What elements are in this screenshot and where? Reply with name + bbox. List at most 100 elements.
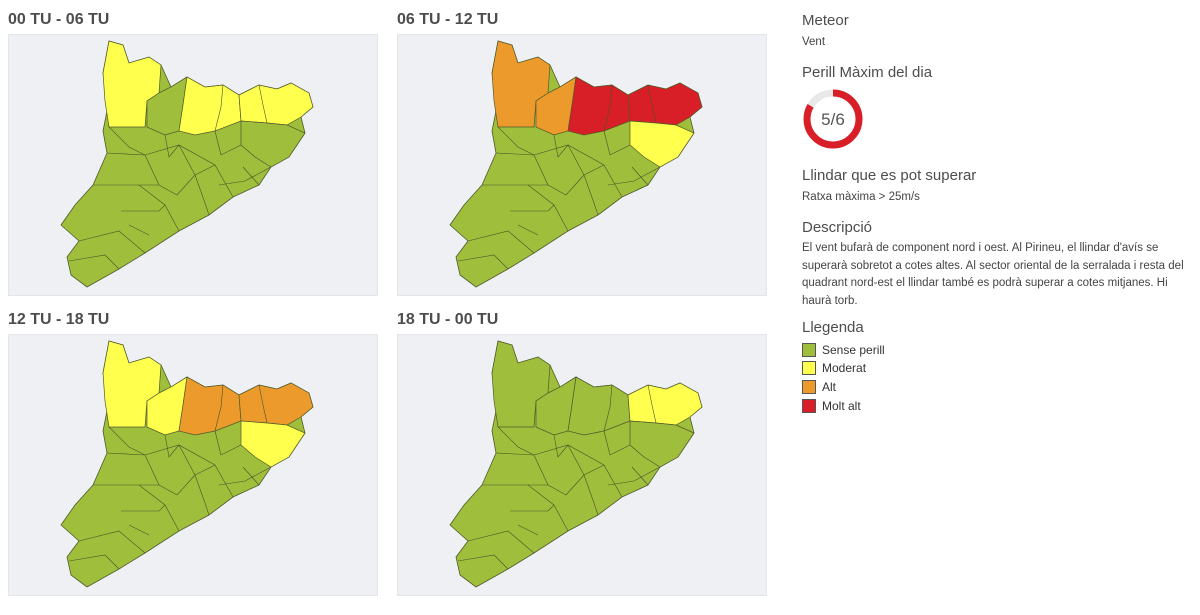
comarca-border xyxy=(517,524,539,536)
legend-swatch xyxy=(802,361,816,375)
region-north-east xyxy=(627,82,703,126)
comarca-border xyxy=(510,204,555,212)
region-north-east xyxy=(627,382,703,426)
comarca-border xyxy=(164,134,180,158)
comarca-border xyxy=(647,84,657,124)
comarca-border xyxy=(482,184,569,232)
perill-heading: Perill Màxim del dia xyxy=(802,64,933,81)
legend-item-alt: Alt xyxy=(802,379,836,395)
comarca-border xyxy=(158,174,196,196)
panel-title-3: 12 TU - 18 TU xyxy=(8,311,110,328)
comarca-border xyxy=(214,430,242,456)
comarca-border xyxy=(553,434,569,458)
perill-donut: 5/6 xyxy=(802,88,864,150)
comarca-border xyxy=(218,166,272,186)
comarca-border xyxy=(194,474,210,516)
catalonia-map-1 xyxy=(60,40,314,288)
comarca-border xyxy=(108,126,146,156)
comarca-border xyxy=(467,230,535,254)
perill-value: 5/6 xyxy=(821,110,845,129)
donut-arc xyxy=(803,89,863,149)
map-panel-3[interactable] xyxy=(8,334,378,596)
comarca-border xyxy=(517,224,539,236)
map-panel-4[interactable] xyxy=(397,334,767,596)
catalonia-map-2 xyxy=(449,40,703,288)
legend-swatch xyxy=(802,343,816,357)
comarca-border xyxy=(68,554,120,570)
comarca-border xyxy=(583,474,599,516)
region-east xyxy=(240,420,306,468)
legend-swatch xyxy=(802,399,816,413)
comarca-border xyxy=(108,426,146,456)
legend-label: Moderat xyxy=(822,361,867,375)
legend-item-sense-perill: Sense perill xyxy=(802,342,885,358)
comarca-border xyxy=(258,384,268,424)
comarca-border xyxy=(547,174,585,196)
llindar-value: Ratxa màxima > 25m/s xyxy=(802,191,920,203)
region-east xyxy=(629,420,695,468)
comarca-border xyxy=(68,254,120,270)
comarca-border xyxy=(214,384,224,432)
legend-label: Sense perill xyxy=(822,343,885,357)
meteor-heading: Meteor xyxy=(802,12,849,29)
comarca-border xyxy=(467,530,535,554)
comarca-border xyxy=(607,166,661,186)
descripcio-line: haurà torb. xyxy=(802,294,858,307)
meteor-value: Vent xyxy=(802,36,826,48)
comarca-border xyxy=(457,254,509,270)
comarca-border xyxy=(128,224,150,236)
comarca-border xyxy=(607,466,661,486)
catalonia-map-4 xyxy=(449,340,703,588)
comarca-border xyxy=(158,474,196,496)
llindar-heading: Llindar que es pot superar xyxy=(802,167,977,184)
comarca-border xyxy=(510,504,555,512)
comarca-border xyxy=(194,174,210,216)
comarca-border xyxy=(121,204,166,212)
region-east xyxy=(629,120,695,168)
descripcio-line: superarà sobretot a cotes altes. Al sect… xyxy=(802,259,1184,272)
comarca-border xyxy=(457,554,509,570)
comarca-border xyxy=(603,384,613,432)
comarca-border xyxy=(603,130,631,156)
panel-title-2: 06 TU - 12 TU xyxy=(397,11,499,28)
comarca-border xyxy=(553,134,569,158)
panel-title-1: 00 TU - 06 TU xyxy=(8,11,110,28)
comarca-border xyxy=(93,184,180,232)
map-panel-1[interactable] xyxy=(8,34,378,296)
comarca-border xyxy=(482,484,569,532)
comarca-border xyxy=(93,484,180,532)
comarca-border xyxy=(631,466,649,486)
legend-item-molt-alt: Molt alt xyxy=(802,398,861,414)
comarca-border xyxy=(214,84,224,132)
comarca-border xyxy=(128,524,150,536)
comarca-border xyxy=(603,84,613,132)
comarca-border xyxy=(497,126,535,156)
descripcio-line: El vent bufarà de component nord i oest.… xyxy=(802,242,1159,254)
comarca-border xyxy=(583,174,599,216)
comarca-border xyxy=(258,84,268,124)
comarca-border xyxy=(78,230,146,254)
region-north-east xyxy=(238,382,314,426)
comarca-border xyxy=(603,430,631,456)
legend-item-moderat: Moderat xyxy=(802,360,866,376)
legend-label: Molt alt xyxy=(822,399,861,413)
comarca-border xyxy=(78,530,146,554)
llegenda-heading: Llegenda xyxy=(802,319,864,336)
descripcio-line: quadrant nord-est el llindar també es po… xyxy=(802,277,1168,289)
legend-label: Alt xyxy=(822,380,837,394)
comarca-border xyxy=(497,426,535,456)
comarca-border xyxy=(218,466,272,486)
catalonia-map-3 xyxy=(60,340,314,588)
legend-swatch xyxy=(802,380,816,394)
comarca-border xyxy=(214,130,242,156)
comarca-border xyxy=(242,166,260,186)
comarca-border xyxy=(242,466,260,486)
comarca-border xyxy=(647,384,657,424)
region-east xyxy=(240,120,306,168)
region-north-east xyxy=(238,82,314,126)
panel-title-4: 18 TU - 00 TU xyxy=(397,311,499,328)
comarca-border xyxy=(631,166,649,186)
map-panel-2[interactable] xyxy=(397,34,767,296)
comarca-border xyxy=(164,434,180,458)
descripcio-heading: Descripció xyxy=(802,219,873,236)
